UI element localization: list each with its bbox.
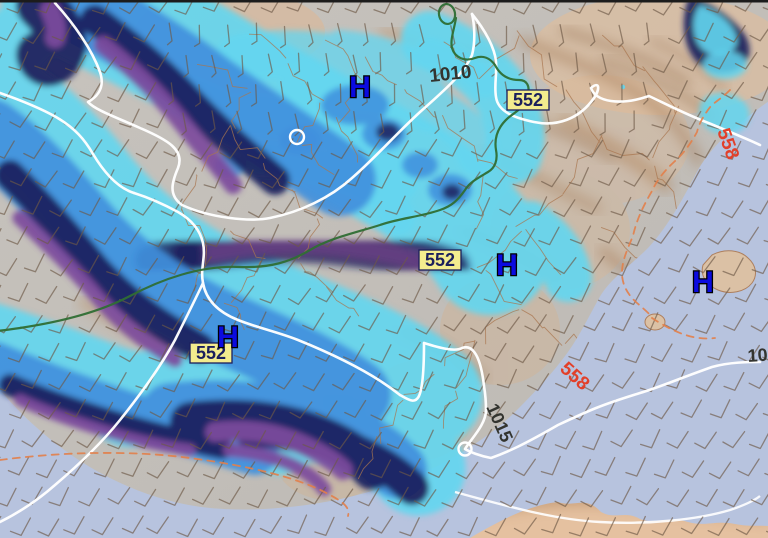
svg-text:H: H xyxy=(349,71,371,104)
svg-text:101: 101 xyxy=(747,344,768,366)
svg-text:552: 552 xyxy=(513,90,543,110)
svg-text:H: H xyxy=(496,249,518,282)
svg-text:1010: 1010 xyxy=(428,62,472,87)
svg-text:H: H xyxy=(692,266,714,299)
svg-text:552: 552 xyxy=(425,250,455,270)
svg-text:H: H xyxy=(217,321,239,354)
